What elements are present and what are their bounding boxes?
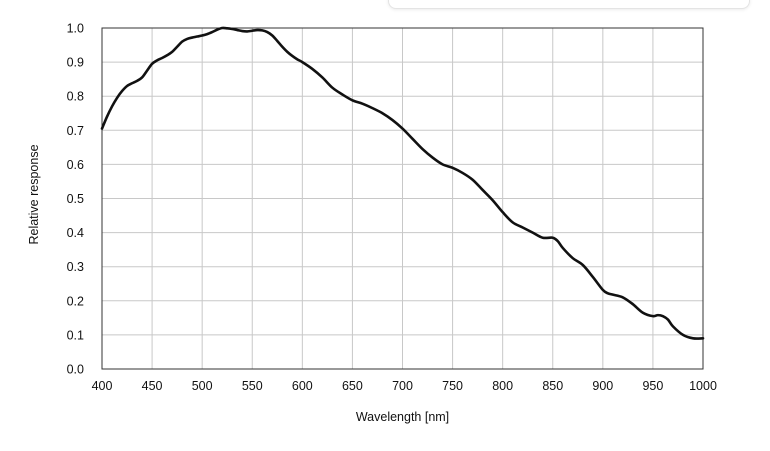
y-axis-title: Relative response (27, 144, 41, 244)
y-tick-label: 0.8 (67, 90, 84, 104)
x-tick-label: 1000 (689, 379, 717, 393)
x-tick-label: 450 (142, 379, 163, 393)
x-axis-tick-labels: 400 450 500 550 600 650 700 750 800 850 900 950 1000 (92, 379, 717, 393)
y-tick-label: 0.5 (67, 192, 84, 206)
x-axis-title: Wavelength [nm] (356, 410, 449, 424)
grid-lines (102, 28, 703, 369)
y-tick-label: 0.4 (67, 226, 84, 240)
y-tick-label: 0.1 (67, 328, 84, 342)
x-tick-label: 600 (292, 379, 313, 393)
x-tick-label: 900 (592, 379, 613, 393)
x-tick-label: 700 (392, 379, 413, 393)
response-curve (100, 26, 705, 340)
x-tick-label: 850 (542, 379, 563, 393)
y-axis-tick-labels: 0.0 0.1 0.2 0.3 0.4 0.5 0.6 0.7 0.8 0.9 1.0 (67, 22, 84, 377)
x-tick-label: 950 (642, 379, 663, 393)
x-tick-label: 400 (92, 379, 113, 393)
x-tick-label: 500 (192, 379, 213, 393)
y-tick-label: 0.0 (67, 363, 84, 377)
y-tick-label: 0.9 (67, 56, 84, 70)
x-tick-label: 750 (442, 379, 463, 393)
y-tick-label: 1.0 (67, 22, 84, 36)
y-tick-label: 0.3 (67, 260, 84, 274)
plot-area-frame (101, 27, 704, 370)
y-tick-label: 0.2 (67, 294, 84, 308)
x-tick-label: 800 (492, 379, 513, 393)
x-tick-label: 550 (242, 379, 263, 393)
x-tick-label: 650 (342, 379, 363, 393)
y-tick-label: 0.6 (67, 158, 84, 172)
y-tick-label: 0.7 (67, 124, 84, 138)
